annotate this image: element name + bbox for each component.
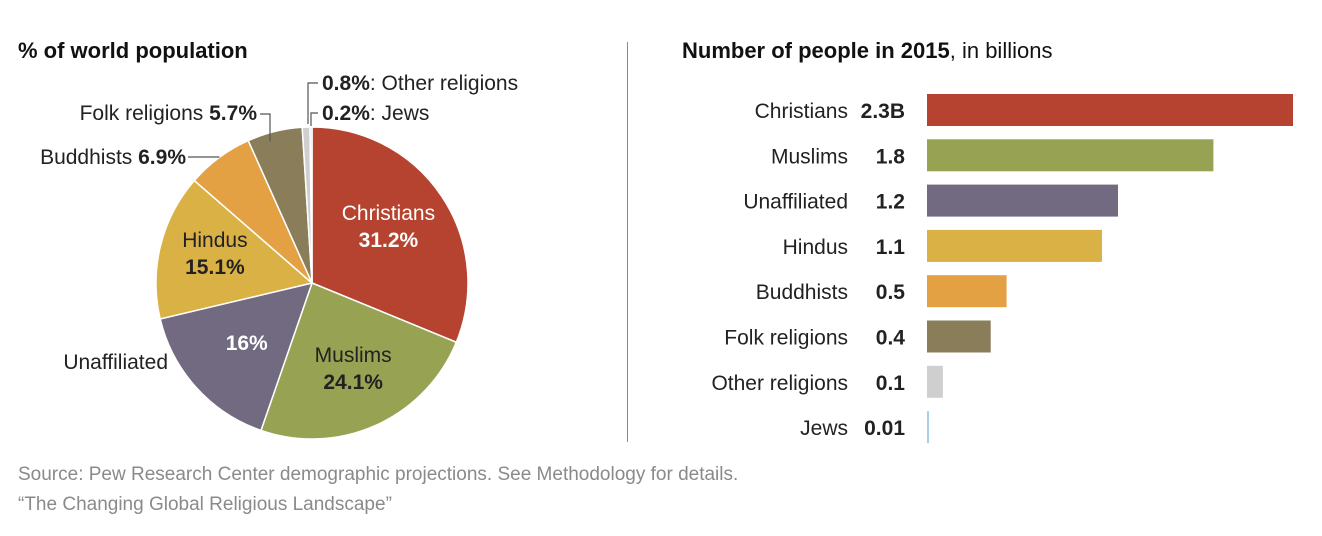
bar-category-label-2: Unaffiliated bbox=[743, 191, 848, 214]
bar-value-label-0: 2.3B bbox=[861, 100, 905, 123]
bar-0 bbox=[927, 94, 1293, 126]
bar-3 bbox=[927, 230, 1102, 262]
report-title-note: “The Changing Global Religious Landscape… bbox=[18, 494, 392, 516]
pie-label-value-0: 31.2% bbox=[359, 229, 419, 252]
bar-5 bbox=[927, 321, 991, 353]
pie-label-4: Buddhists 6.9% bbox=[40, 146, 186, 169]
bar-value-label-4: 0.5 bbox=[876, 281, 906, 304]
bar-category-label-7: Jews bbox=[800, 417, 848, 440]
bar-value-label-7: 0.01 bbox=[864, 417, 905, 440]
source-note: Source: Pew Research Center demographic … bbox=[18, 464, 738, 486]
pie-label-7: 0.2%: Jews bbox=[322, 102, 429, 125]
bar-category-label-6: Other religions bbox=[711, 372, 848, 395]
bar-value-label-2: 1.2 bbox=[876, 191, 905, 214]
pie-label-value-2: 16% bbox=[226, 332, 268, 355]
pie-label-value-1: 24.1% bbox=[323, 371, 383, 394]
bar-category-label-1: Muslims bbox=[771, 145, 848, 168]
bar-category-label-0: Christians bbox=[755, 100, 848, 123]
bar-value-label-3: 1.1 bbox=[876, 236, 906, 259]
bar-7 bbox=[927, 411, 929, 443]
pie-leader-7 bbox=[311, 113, 318, 126]
bar-4 bbox=[927, 275, 1007, 307]
bar-value-label-5: 0.4 bbox=[876, 327, 906, 350]
bar-value-label-6: 0.1 bbox=[876, 372, 906, 395]
pie-label-name-1: Muslims bbox=[315, 344, 392, 367]
bar-category-label-3: Hindus bbox=[783, 236, 848, 259]
pie-label-value-3: 15.1% bbox=[185, 256, 245, 279]
pie-leader-6 bbox=[308, 83, 318, 124]
bar-2 bbox=[927, 185, 1118, 217]
bar-category-label-4: Buddhists bbox=[756, 281, 848, 304]
pie-label-name-0: Christians bbox=[342, 202, 435, 225]
pie-label-name-3: Hindus bbox=[182, 229, 247, 252]
bar-1 bbox=[927, 139, 1213, 171]
pie-label-6: 0.8%: Other religions bbox=[322, 72, 518, 95]
pie-label-5: Folk religions 5.7% bbox=[80, 102, 258, 125]
bar-value-label-1: 1.8 bbox=[876, 145, 906, 168]
pie-label-name-2: Unaffiliated bbox=[63, 351, 168, 374]
bar-6 bbox=[927, 366, 943, 398]
bar-category-label-5: Folk religions bbox=[724, 327, 848, 350]
